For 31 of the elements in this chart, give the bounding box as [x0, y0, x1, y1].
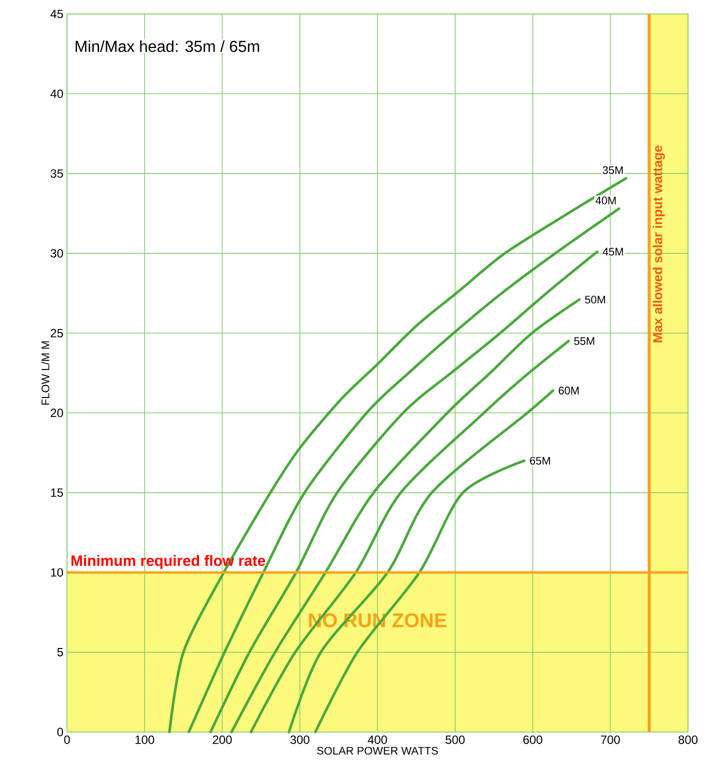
ref-line-label: Max allowed solar input wattage: [652, 146, 665, 342]
y-tick-label: 30: [50, 249, 64, 258]
y-tick-label: 0: [57, 728, 64, 736]
line-series: [288, 389, 554, 734]
y-tick-label: 25: [50, 328, 63, 338]
series-label: 60M: [558, 386, 579, 394]
x-tick-label: 0: [64, 736, 70, 744]
x-tick-label: 500: [446, 736, 465, 744]
annotation: Min/Max head: 35m / 65m: [76, 40, 260, 52]
y-tick-label: 20: [50, 408, 64, 418]
x-axis-title: SOLAR POWER WATTS: [317, 746, 438, 755]
x-tick-label: 100: [136, 736, 154, 744]
series-label: 45M: [602, 248, 623, 256]
series-label: 35M: [602, 166, 623, 174]
y-tick-label: 40: [50, 90, 64, 98]
series-label: 65M: [530, 456, 550, 465]
y-tick-label: 35: [50, 169, 63, 178]
y-tick-label: 15: [51, 488, 63, 497]
y-tick-label: 5: [57, 648, 63, 656]
y-tick-label: 10: [51, 568, 64, 577]
x-tick-label: 300: [290, 736, 310, 744]
y-tick-label: 45: [50, 10, 63, 18]
series-label: 50M: [585, 296, 606, 304]
x-tick-label: 700: [601, 736, 620, 744]
series-label: 55M: [574, 337, 594, 345]
x-tick-label: 800: [678, 736, 698, 744]
x-tick-label: 400: [368, 736, 388, 744]
x-tick-label: 600: [523, 736, 542, 744]
series-label: 40M: [596, 196, 616, 204]
x-tick-label: 200: [212, 736, 232, 744]
y-axis-title: FLOW L/M M: [41, 341, 50, 405]
